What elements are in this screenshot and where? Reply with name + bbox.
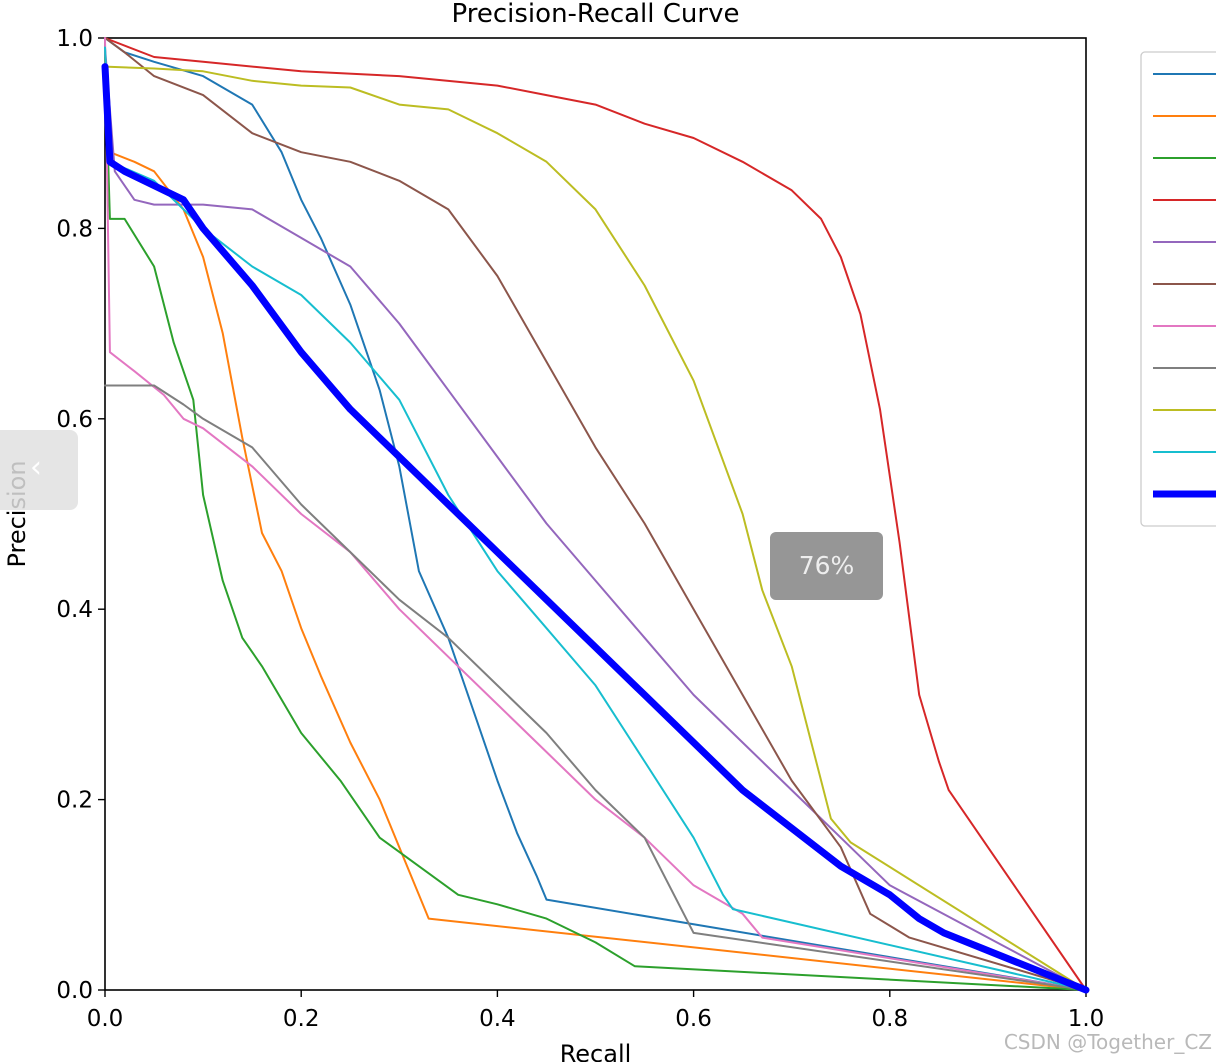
legend xyxy=(1140,51,1216,527)
series-lines xyxy=(101,37,1090,994)
x-tick-label: 0.4 xyxy=(479,1006,516,1032)
y-tick-label: 1.0 xyxy=(56,26,93,52)
y-tick-label: 0.4 xyxy=(56,597,93,623)
zoom-level-badge: 76% xyxy=(770,532,883,600)
series-line-class-4 xyxy=(104,37,1087,991)
x-tick-label: 0.6 xyxy=(675,1006,712,1032)
x-tick-label: 0.0 xyxy=(87,1006,124,1032)
series-line-class-1 xyxy=(104,37,1087,991)
axes: Precision-Recall Curve 0.0 0.2 0.4 0.6 0.8 1.0… xyxy=(3,0,1104,1062)
x-axis-title: Recall xyxy=(560,1040,632,1062)
series-line-class-10 xyxy=(104,46,1087,991)
x-tick-label: 0.8 xyxy=(872,1006,909,1032)
y-tick-label: 0.6 xyxy=(56,407,93,433)
series-line-class-9 xyxy=(104,65,1087,991)
plot-frame xyxy=(104,37,1087,991)
series-line-class-7 xyxy=(104,37,1087,991)
legend-box xyxy=(1140,51,1216,527)
chart-title: Precision-Recall Curve xyxy=(452,0,740,29)
watermark-text: CSDN @Together_CZ xyxy=(1003,1030,1212,1054)
previous-image-button[interactable]: ‹ xyxy=(0,430,78,510)
series-line-class-6 xyxy=(104,37,1087,991)
series-line-class-8 xyxy=(104,384,1087,991)
series-line-class-3 xyxy=(104,56,1087,991)
series-line-class-5 xyxy=(104,46,1087,991)
x-tick-label: 0.2 xyxy=(283,1006,320,1032)
x-tick-label: 1.0 xyxy=(1068,1006,1105,1032)
chevron-left-icon: ‹ xyxy=(30,450,42,485)
series-line-all-classes xyxy=(101,63,1090,994)
y-tick-label: 0.0 xyxy=(56,978,93,1004)
y-tick-label: 0.8 xyxy=(56,216,93,242)
y-tick-label: 0.2 xyxy=(56,788,93,814)
